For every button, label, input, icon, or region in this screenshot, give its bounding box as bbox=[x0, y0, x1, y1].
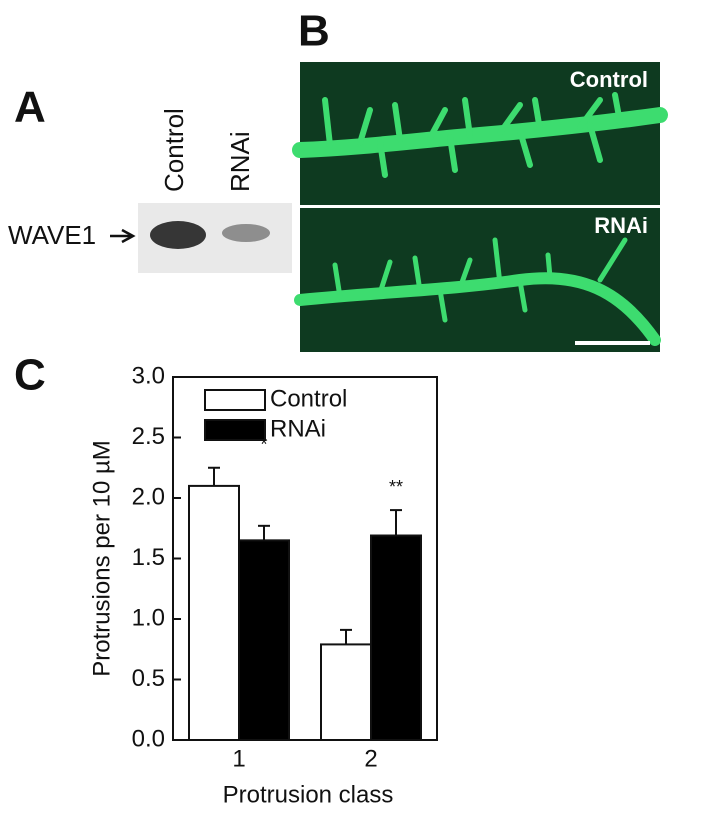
bar bbox=[320, 643, 372, 741]
panel-label: A bbox=[14, 83, 46, 132]
x-tick-label: 1 bbox=[232, 745, 245, 772]
significance: ** bbox=[389, 477, 403, 497]
legend-label: RNAi bbox=[270, 415, 326, 442]
blot-band bbox=[222, 224, 270, 242]
lane-label: Control bbox=[159, 108, 189, 192]
x-axis-label: Protrusion class bbox=[223, 781, 394, 808]
bar-chart: 0.0 0.5 1.0 1.5 2.0 2.5 3.0 Protrusions per 10 … bbox=[88, 362, 438, 808]
y-tick-label: 1.0 bbox=[132, 604, 165, 631]
y-tick-label: 2.5 bbox=[132, 423, 165, 450]
lane-label: RNAi bbox=[225, 131, 255, 192]
panel-label: C bbox=[14, 351, 46, 400]
image-label: Control bbox=[570, 67, 648, 92]
bar bbox=[188, 484, 240, 741]
x-tick-label: 2 bbox=[364, 745, 377, 772]
y-tick-label: 2.0 bbox=[132, 483, 165, 510]
y-axis-label: Protrusions per 10 µM bbox=[88, 440, 115, 677]
bar bbox=[238, 539, 290, 741]
y-tick-label: 0.5 bbox=[132, 665, 165, 692]
image-label: RNAi bbox=[594, 213, 648, 238]
legend-swatch bbox=[204, 389, 266, 411]
bar bbox=[370, 534, 422, 742]
significance: * bbox=[260, 435, 267, 455]
blot-band bbox=[150, 221, 206, 249]
dendrite bbox=[292, 92, 668, 346]
band-label: WAVE1 bbox=[8, 220, 96, 250]
y-tick-label: 3.0 bbox=[132, 362, 165, 389]
panel-label: B bbox=[298, 7, 330, 56]
y-tick-label: 1.5 bbox=[132, 544, 165, 571]
legend-label: Control bbox=[270, 385, 347, 412]
arrow bbox=[110, 228, 136, 244]
y-tick-label: 0.0 bbox=[132, 725, 165, 752]
legend-swatch bbox=[204, 419, 266, 441]
